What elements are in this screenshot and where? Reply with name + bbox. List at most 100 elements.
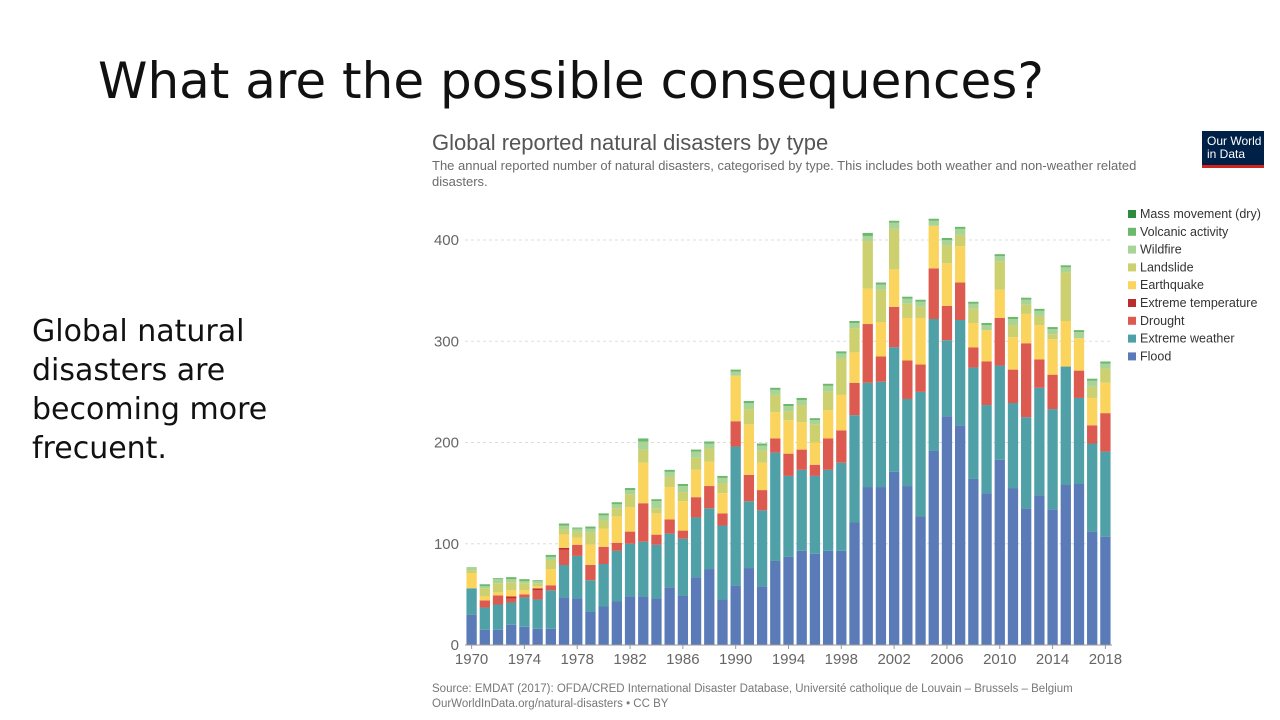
x-tick-label: 2018: [1089, 651, 1122, 668]
bar-segment: [796, 550, 807, 645]
y-tick-label: 200: [434, 435, 459, 452]
legend-item[interactable]: Flood: [1128, 349, 1171, 363]
bar-segment: [875, 487, 887, 645]
bar-segment: [532, 580, 543, 582]
legend-item[interactable]: Wildfire: [1128, 243, 1182, 257]
legend-item[interactable]: Extreme weather: [1128, 332, 1234, 346]
bar-segment: [849, 382, 860, 416]
bar-segment: [519, 626, 530, 645]
chart-title: Global reported natural disasters by typ…: [432, 130, 829, 155]
owid-logo[interactable]: Our World in Data: [1202, 131, 1264, 168]
bar-segment: [1100, 536, 1111, 645]
legend-swatch: [1128, 334, 1136, 343]
bar-segment: [1021, 304, 1032, 314]
source-line-2[interactable]: OurWorldInData.org/natural-disasters • C…: [432, 698, 669, 710]
bar-segment: [651, 499, 662, 502]
bar-segment: [506, 596, 517, 599]
legend-item[interactable]: Landslide: [1128, 260, 1194, 274]
bar-segment: [862, 241, 873, 289]
bar-segment: [796, 399, 807, 406]
bar-segment: [849, 328, 860, 353]
bar-segment: [677, 484, 689, 487]
bar-segment: [1007, 325, 1019, 338]
bar-segment: [743, 474, 755, 502]
bar-segment: [928, 268, 939, 319]
bar-segment: [822, 550, 834, 645]
legend-label: Volcanic activity: [1140, 225, 1229, 239]
bar-segment: [941, 416, 953, 645]
bar-segment: [572, 544, 583, 556]
bar-segment: [624, 494, 636, 508]
bar-segment: [558, 547, 570, 550]
legend-item[interactable]: Mass movement (dry): [1128, 207, 1261, 221]
bar-segment: [836, 351, 847, 354]
bar-segment: [1087, 386, 1098, 398]
bar-segment: [981, 330, 992, 362]
bar-segment: [915, 306, 926, 318]
bar-segment: [915, 299, 926, 302]
bar-segment: [717, 475, 728, 478]
x-tick-label: 1982: [613, 651, 646, 668]
bar-segment: [506, 577, 517, 580]
bar-segment: [598, 520, 609, 529]
bar-segment: [532, 586, 543, 589]
axes: 0 100 200 300 400 1970 1974 1978 1982 1986 1990 199…: [434, 232, 1122, 668]
y-tick-label: 400: [434, 232, 459, 249]
bar-segment: [1087, 425, 1098, 444]
bar-segment: [875, 289, 887, 323]
bar-segment: [888, 269, 900, 307]
bar-segment: [664, 533, 675, 588]
bar-segment: [928, 220, 939, 226]
bar-segment: [651, 508, 662, 514]
bar-segment: [1034, 359, 1045, 388]
bar-segment: [545, 569, 556, 586]
bar-segment: [770, 394, 781, 413]
x-tick-label: 1994: [772, 651, 805, 668]
legend: Mass movement (dry) Volcanic activity Wild…: [1128, 207, 1261, 363]
bar-segment: [809, 442, 821, 465]
bar-segment: [1007, 488, 1019, 645]
bar-segment: [862, 232, 873, 236]
bar-segment: [862, 382, 873, 488]
legend-label: Extreme temperature: [1140, 296, 1257, 310]
legend-item[interactable]: Extreme temperature: [1128, 296, 1257, 310]
bar-segment: [1060, 272, 1071, 321]
bar-segment: [624, 507, 636, 532]
bar-segment: [915, 301, 926, 307]
bar-segment: [1047, 329, 1058, 335]
bar-segment: [743, 501, 755, 569]
bar-segment: [770, 560, 781, 645]
bar-segment: [479, 600, 490, 608]
bar-segment: [902, 486, 913, 645]
legend-swatch: [1128, 316, 1136, 325]
bar-segment: [1034, 308, 1045, 311]
bar-segment: [849, 415, 860, 523]
bar-segment: [624, 490, 636, 495]
bar-segment: [915, 317, 926, 365]
bar-segment: [928, 318, 939, 451]
bar-segment: [1073, 484, 1085, 645]
bar-segment: [532, 599, 543, 629]
bar-segment: [1047, 339, 1058, 375]
legend-item[interactable]: Volcanic activity: [1128, 225, 1229, 239]
bar-segment: [809, 418, 821, 421]
legend-label: Extreme weather: [1140, 332, 1234, 346]
bar-segment: [1021, 508, 1032, 645]
bar-segment: [492, 578, 504, 580]
bar-segment: [941, 245, 953, 264]
bar-segment: [941, 305, 953, 341]
legend-item[interactable]: Earthquake: [1128, 278, 1204, 292]
logo-line-1: Our World: [1207, 134, 1262, 148]
bar-segment: [1007, 337, 1019, 370]
bar-segment: [730, 369, 741, 372]
bar-segment: [585, 526, 596, 529]
bar-segment: [519, 579, 530, 582]
legend-item[interactable]: Drought: [1128, 314, 1185, 328]
bar-segment: [822, 438, 834, 470]
bar-segment: [968, 478, 979, 645]
bar-segment: [519, 583, 530, 591]
legend-label: Earthquake: [1140, 278, 1204, 292]
logo-line-2: in Data: [1207, 147, 1246, 161]
legend-swatch: [1128, 210, 1136, 218]
bar-segment: [770, 452, 781, 561]
